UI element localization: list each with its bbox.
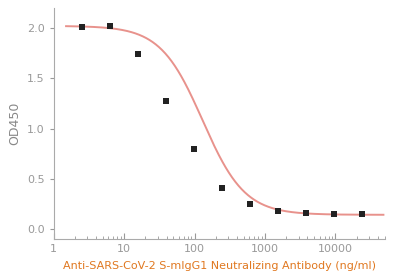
X-axis label: Anti-SARS-CoV-2 S-mIgG1 Neutralizing Antibody (ng/ml): Anti-SARS-CoV-2 S-mIgG1 Neutralizing Ant… (62, 261, 376, 271)
Y-axis label: OD450: OD450 (8, 102, 21, 145)
